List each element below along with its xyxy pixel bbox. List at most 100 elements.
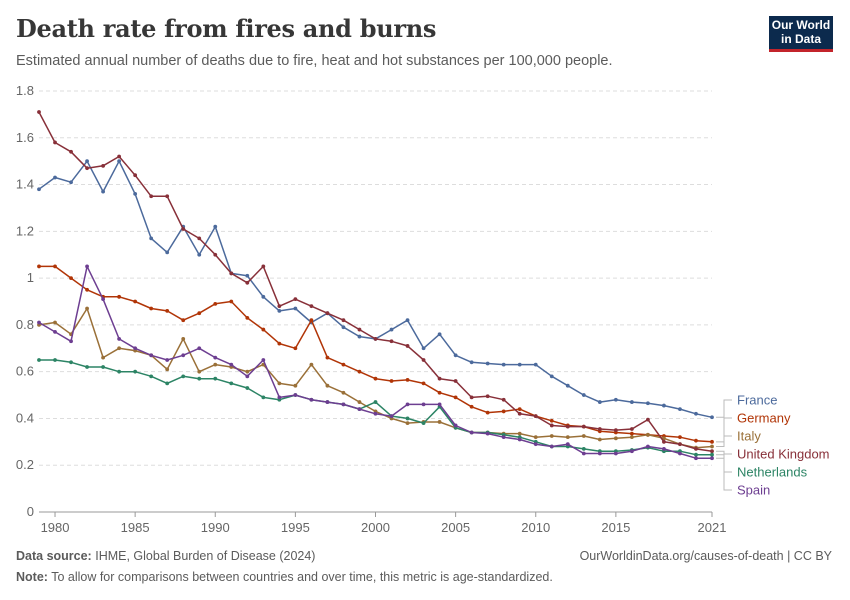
data-point-italy	[533, 435, 538, 440]
data-point-spain	[53, 330, 57, 334]
data-point-spain	[133, 346, 138, 351]
data-point-spain	[325, 400, 330, 404]
data-point-spain	[197, 346, 202, 351]
data-point-germany	[213, 301, 218, 306]
data-point-netherlands	[710, 452, 714, 457]
data-point-netherlands	[85, 365, 89, 369]
data-point-united-kingdom	[357, 327, 362, 332]
data-point-united-kingdom	[85, 166, 89, 171]
data-point-spain	[85, 264, 89, 269]
data-point-france	[646, 401, 650, 406]
data-point-france	[165, 250, 170, 255]
data-source-link[interactable]: IHME, Global Burden of Disease (2024)	[95, 549, 316, 563]
data-point-united-kingdom	[293, 297, 298, 302]
data-point-united-kingdom	[549, 423, 554, 428]
x-tick-label: 2010	[521, 520, 550, 535]
data-point-germany	[421, 381, 426, 386]
data-point-france	[293, 306, 298, 311]
data-point-france	[517, 362, 522, 367]
data-point-italy	[85, 306, 89, 311]
owid-url[interactable]: OurWorldinData.org/causes-of-death | CC …	[579, 549, 832, 563]
data-point-germany	[245, 315, 250, 320]
data-point-netherlands	[37, 358, 41, 362]
data-point-united-kingdom	[710, 449, 714, 454]
data-point-germany	[293, 346, 298, 351]
data-point-spain	[421, 402, 426, 407]
data-point-france	[85, 159, 89, 164]
data-point-netherlands	[581, 446, 586, 451]
data-point-united-kingdom	[485, 394, 490, 399]
data-point-germany	[181, 318, 186, 323]
data-point-spain	[261, 358, 266, 362]
chart-subtitle: Estimated annual number of deaths due to…	[16, 53, 613, 69]
data-point-united-kingdom	[421, 358, 426, 362]
data-point-united-kingdom	[165, 194, 170, 199]
data-point-united-kingdom	[277, 304, 282, 309]
data-point-united-kingdom	[101, 163, 105, 168]
data-point-spain	[101, 297, 105, 302]
data-point-germany	[549, 418, 554, 423]
data-point-france	[694, 411, 698, 416]
data-point-united-kingdom	[646, 417, 650, 422]
data-point-germany	[325, 355, 330, 360]
data-point-spain	[597, 451, 602, 456]
data-point-france	[710, 415, 714, 420]
data-point-united-kingdom	[325, 311, 330, 316]
data-point-united-kingdom	[53, 140, 57, 145]
data-point-spain	[389, 414, 394, 419]
data-point-italy	[117, 346, 122, 351]
data-point-netherlands	[373, 400, 378, 404]
y-tick-label: 1.2	[16, 223, 34, 238]
data-point-united-kingdom	[629, 427, 634, 431]
x-tick-label: 2000	[361, 520, 390, 535]
x-tick-label: 1990	[201, 520, 230, 535]
data-point-france	[421, 346, 426, 351]
footnote: Note: To allow for comparisons between c…	[16, 570, 553, 584]
legend-connector-spain	[716, 457, 732, 491]
owid-logo[interactable]: Our World in Data	[769, 16, 833, 52]
data-point-france	[69, 180, 73, 185]
data-point-germany	[678, 435, 682, 440]
data-point-spain	[149, 353, 154, 358]
data-point-france	[549, 374, 554, 379]
data-point-united-kingdom	[229, 271, 234, 276]
data-point-united-kingdom	[517, 411, 522, 416]
data-point-netherlands	[117, 369, 122, 374]
data-point-united-kingdom	[245, 280, 250, 285]
data-point-italy	[181, 337, 186, 341]
data-point-france	[149, 236, 154, 241]
data-point-spain	[181, 353, 186, 358]
data-point-germany	[437, 390, 442, 395]
data-point-germany	[501, 409, 506, 414]
data-point-france	[277, 308, 282, 313]
data-point-italy	[597, 437, 602, 442]
data-point-italy	[710, 444, 714, 449]
data-point-united-kingdom	[133, 173, 138, 178]
data-point-germany	[405, 377, 410, 382]
data-point-france	[581, 393, 586, 397]
data-point-france	[117, 159, 122, 164]
data-point-italy	[565, 435, 570, 440]
data-point-germany	[165, 308, 170, 313]
data-point-netherlands	[405, 416, 410, 421]
data-point-netherlands	[165, 381, 170, 386]
data-point-netherlands	[694, 452, 698, 457]
data-point-spain	[629, 449, 634, 454]
y-tick-label: 0.6	[16, 364, 34, 379]
data-point-france	[678, 407, 682, 411]
data-point-france	[501, 362, 506, 367]
data-point-spain	[710, 456, 714, 461]
legend-label-united-kingdom: United Kingdom	[737, 447, 830, 462]
data-source-label: Data source:	[16, 549, 92, 563]
data-point-spain	[357, 407, 362, 411]
data-point-italy	[245, 369, 250, 374]
data-point-italy	[517, 431, 522, 436]
data-point-spain	[662, 446, 666, 451]
data-point-germany	[517, 407, 522, 411]
data-point-spain	[245, 374, 250, 379]
data-point-italy	[197, 369, 202, 374]
y-tick-label: 0.4	[16, 410, 34, 425]
data-point-united-kingdom	[437, 376, 442, 381]
data-point-germany	[261, 327, 266, 332]
data-point-united-kingdom	[581, 424, 586, 429]
